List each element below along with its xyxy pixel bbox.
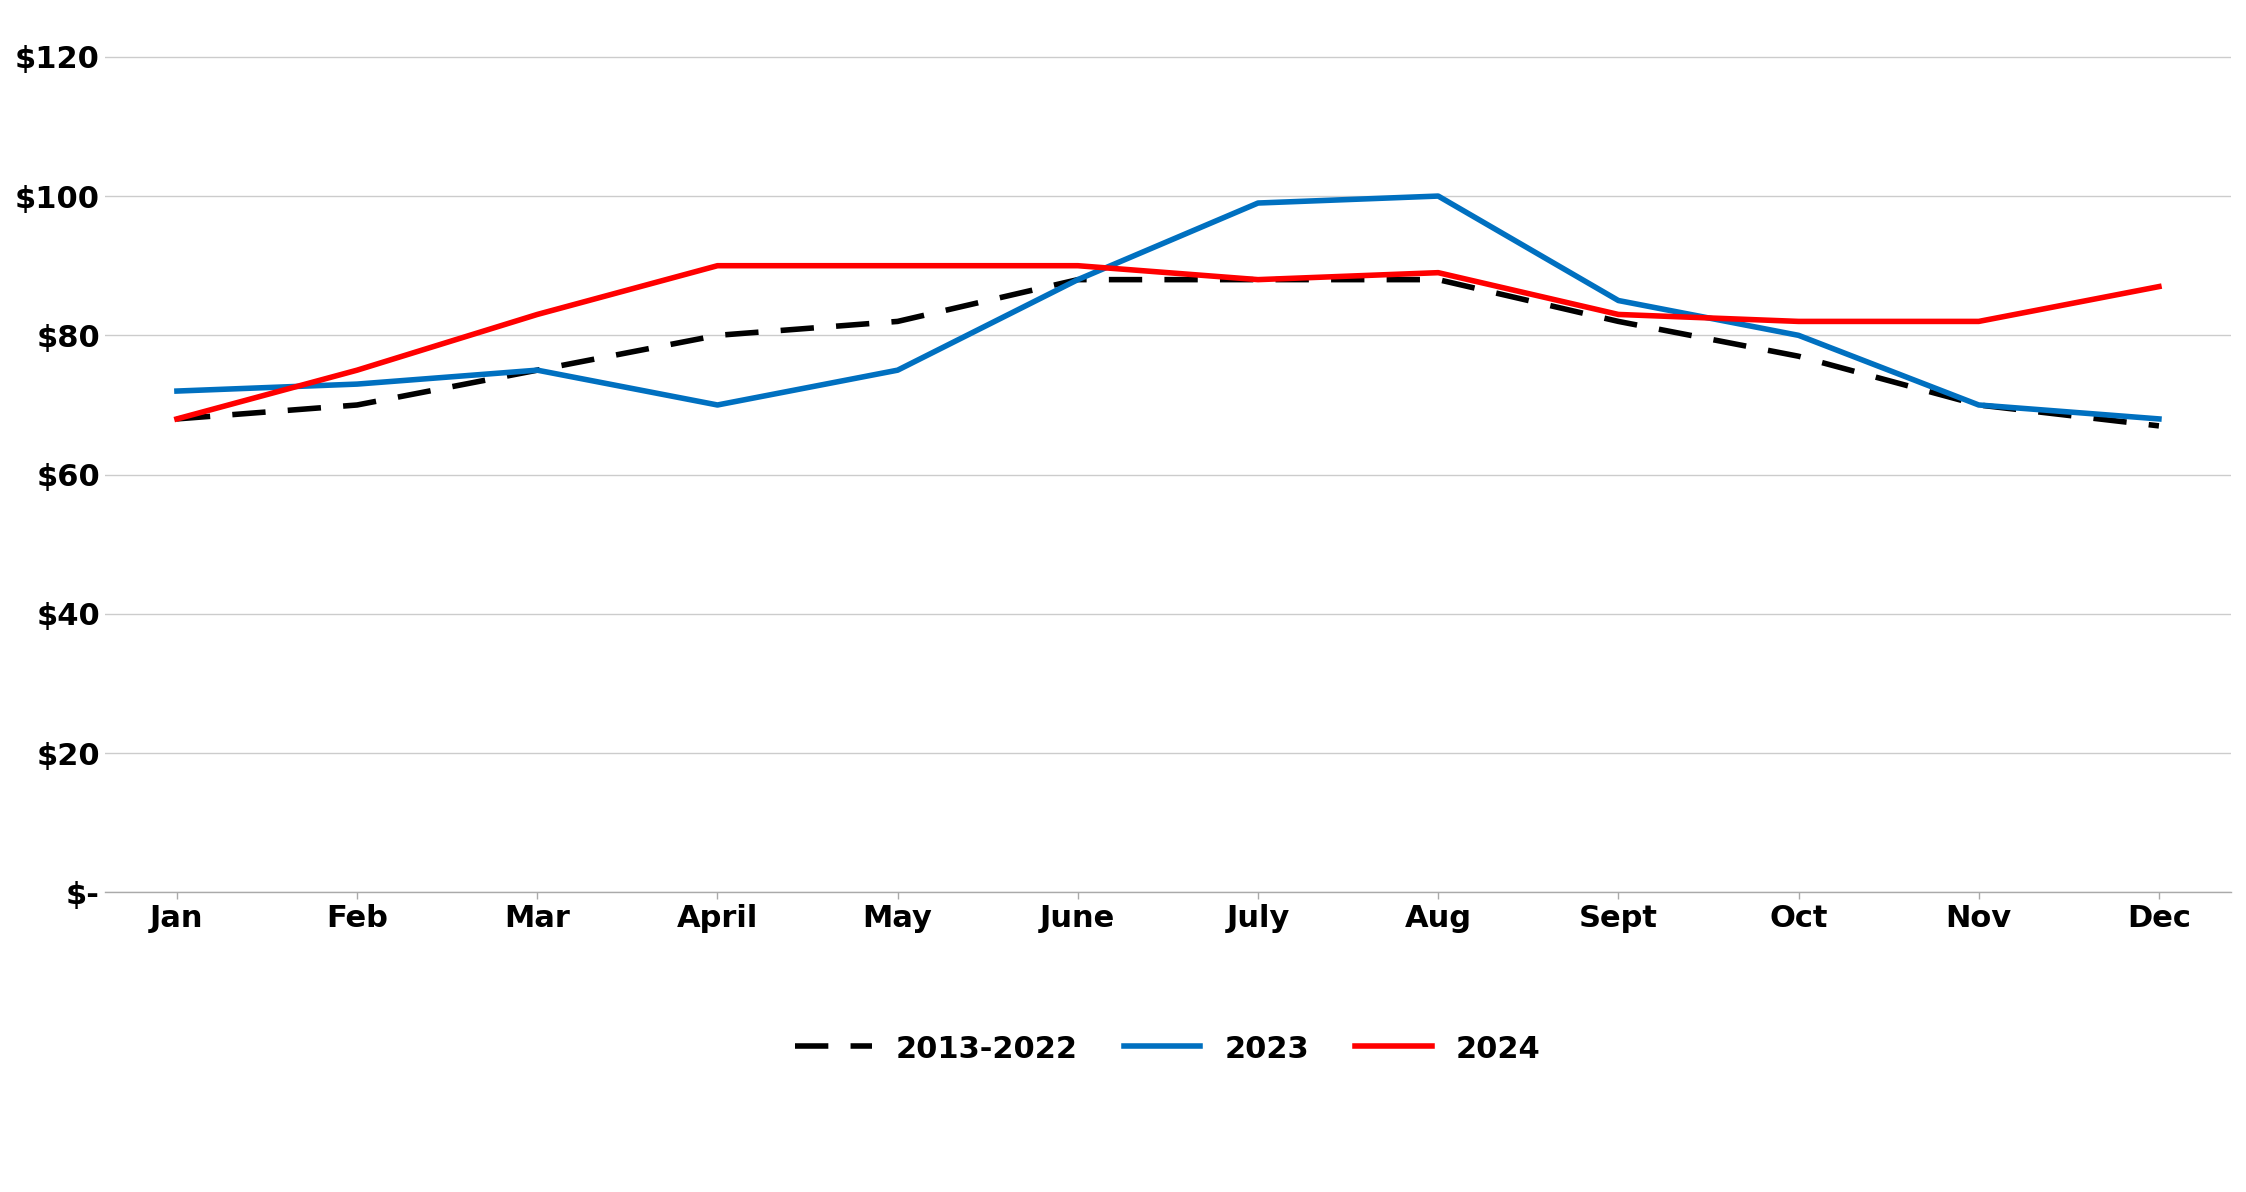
2023 (164, 384, 191, 398)
2024 (164, 411, 191, 426)
2024 (2145, 279, 2172, 293)
2013-2022 (164, 411, 191, 426)
Line: 2024: 2024 (177, 266, 2158, 418)
2013-2022 (1606, 315, 1633, 329)
2023 (885, 364, 912, 378)
2013-2022 (1424, 273, 1451, 287)
2013-2022 (344, 398, 371, 412)
2024 (1424, 266, 1451, 280)
2023 (2145, 411, 2172, 426)
2024 (1244, 273, 1271, 287)
2024 (1965, 315, 1992, 329)
2013-2022 (2145, 418, 2172, 433)
2023 (523, 364, 550, 378)
Line: 2023: 2023 (177, 195, 2158, 418)
2013-2022 (885, 315, 912, 329)
2024 (523, 308, 550, 322)
2024 (885, 259, 912, 273)
2023 (1065, 273, 1092, 287)
2024 (1606, 308, 1633, 322)
2023 (1965, 398, 1992, 412)
2023 (1786, 328, 1813, 342)
2024 (1786, 315, 1813, 329)
2024 (344, 364, 371, 378)
2024 (1065, 259, 1092, 273)
2023 (1606, 293, 1633, 308)
2024 (703, 259, 730, 273)
Line: 2013-2022: 2013-2022 (177, 280, 2158, 426)
2013-2022 (1965, 398, 1992, 412)
2013-2022 (523, 364, 550, 378)
2023 (344, 377, 371, 391)
2013-2022 (1786, 349, 1813, 364)
Legend: 2013-2022, 2023, 2024: 2013-2022, 2023, 2024 (784, 1022, 1552, 1076)
2013-2022 (1065, 273, 1092, 287)
2013-2022 (703, 328, 730, 342)
2023 (1244, 195, 1271, 210)
2023 (703, 398, 730, 412)
2013-2022 (1244, 273, 1271, 287)
2023 (1424, 188, 1451, 203)
